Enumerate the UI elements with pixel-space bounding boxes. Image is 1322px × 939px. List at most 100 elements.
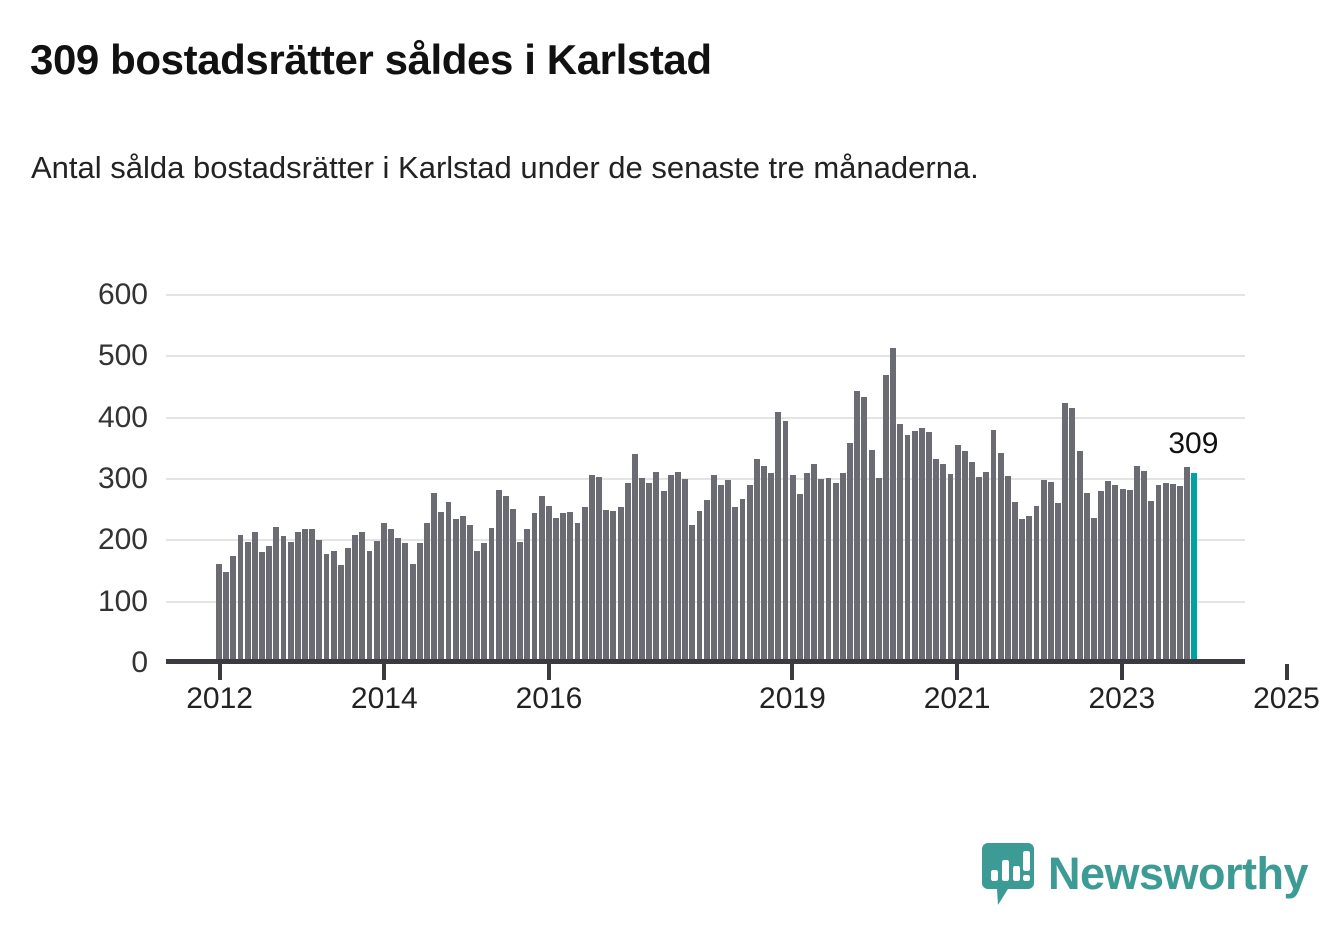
bar (1047, 482, 1054, 663)
x-axis-labels: 2012 2014 2016 2019 2021 2023 2025 (186, 682, 1320, 728)
plot-area: 309 (166, 294, 1245, 664)
bar (954, 445, 961, 663)
bar (581, 506, 588, 663)
y-axis-tick-label: 400 (97, 400, 148, 434)
bar (1169, 483, 1176, 663)
bar (1083, 493, 1090, 663)
bar (782, 420, 789, 663)
bar (402, 542, 409, 663)
bar (811, 464, 818, 663)
bar (710, 475, 717, 663)
bar (445, 501, 452, 663)
bar (380, 523, 387, 663)
bar (753, 459, 760, 663)
bar (847, 443, 853, 663)
bar (280, 536, 287, 663)
x-axis-line (166, 659, 1245, 664)
y-axis-tick-label: 300 (97, 462, 148, 495)
bar (438, 512, 445, 663)
bar (832, 482, 839, 663)
bar (1119, 489, 1126, 663)
bar (926, 432, 932, 663)
bar-series (216, 295, 1198, 663)
bar (660, 490, 667, 663)
bar (588, 474, 595, 663)
bar (223, 572, 230, 663)
bar (682, 479, 689, 663)
bar (983, 471, 990, 663)
bar (739, 499, 746, 663)
bar (617, 507, 624, 663)
x-axis-tick (217, 664, 222, 680)
bar (510, 509, 516, 663)
bar (804, 473, 810, 663)
bar (251, 532, 258, 663)
bar (761, 466, 767, 663)
bar (839, 472, 846, 663)
bar (502, 495, 509, 663)
newsworthy-wordmark: Newsworthy (1048, 848, 1309, 899)
bar (316, 539, 323, 663)
x-axis-tick (382, 664, 387, 680)
bar (481, 542, 488, 663)
bar-chart: 309 0 100 200 300 400 500 600 2012 2014 2016 2019… (0, 278, 1322, 715)
bar (373, 540, 380, 663)
y-axis-tick-label: 200 (97, 523, 148, 557)
x-axis-tick (790, 664, 795, 680)
bar (997, 452, 1004, 663)
bar (1126, 490, 1133, 663)
bar (631, 453, 638, 663)
bar (545, 506, 552, 663)
bar (352, 534, 359, 663)
x-axis-tick-label: 2012 (186, 682, 253, 715)
bar (596, 476, 602, 663)
bar (1012, 502, 1018, 663)
bar (789, 474, 796, 663)
bar (918, 428, 925, 663)
bar (1177, 486, 1183, 663)
bar (624, 482, 631, 663)
bar (746, 484, 753, 663)
bar (868, 449, 875, 663)
gridline (166, 294, 1245, 296)
bar (703, 499, 710, 663)
y-axis-tick-label: 0 (131, 646, 148, 679)
bar (366, 550, 373, 663)
bar (969, 462, 975, 663)
page-title: 309 bostadsrätter såldes i Karlstad (30, 36, 712, 83)
bar (718, 484, 724, 663)
bar (689, 525, 696, 663)
bar (1004, 475, 1011, 663)
bar (337, 564, 344, 663)
bar (553, 517, 559, 663)
gridline (166, 478, 1245, 480)
bar (1184, 466, 1191, 663)
bar (961, 451, 968, 663)
bar (990, 429, 997, 663)
x-axis-tick-label: 2023 (1088, 682, 1156, 715)
bar (244, 542, 251, 663)
bar (854, 390, 861, 663)
newsworthy-logo[interactable]: Newsworthy (982, 843, 1309, 905)
bar (1090, 518, 1097, 663)
bar (409, 563, 416, 663)
bar (1026, 516, 1033, 663)
bar (610, 510, 617, 663)
bar (1141, 471, 1148, 663)
bar (603, 509, 610, 663)
bar (1148, 501, 1155, 663)
bar (1105, 481, 1112, 663)
bar (1098, 491, 1105, 663)
bar (1162, 482, 1169, 663)
bar (287, 542, 294, 663)
bar (696, 510, 703, 663)
bar (1076, 451, 1083, 663)
bar (531, 512, 538, 663)
bar (890, 348, 897, 663)
bar (1134, 466, 1140, 663)
bar (574, 523, 581, 663)
x-axis-tick-label: 2019 (759, 682, 826, 715)
bar (882, 374, 889, 663)
bar (904, 434, 911, 663)
bar (488, 528, 495, 663)
